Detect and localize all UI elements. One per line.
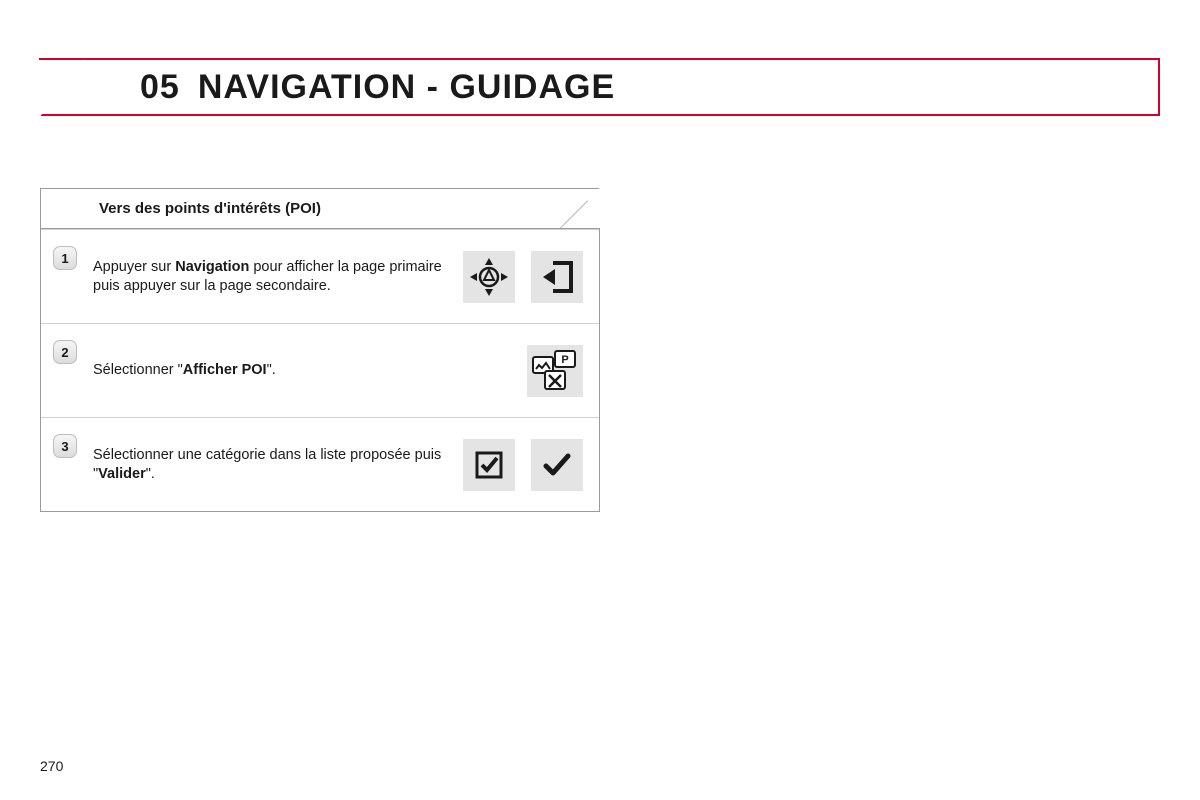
chapter-number: 05 [140, 68, 180, 107]
steps-panel: Vers des points d'intérêts (POI) 1 Appuy… [40, 188, 600, 512]
step-number-badge: 2 [53, 340, 77, 364]
svg-text:P: P [561, 354, 568, 366]
panel-header: Vers des points d'intérêts (POI) [41, 189, 599, 229]
step-text: Sélectionner "Afficher POI". [77, 361, 527, 379]
step-number-badge: 1 [53, 246, 77, 270]
step-icons [463, 251, 583, 303]
checkbox-icon [463, 439, 515, 491]
step-row: 1 Appuyer sur Navigation pour afficher l… [41, 229, 599, 323]
poi-categories-icon: P [527, 345, 583, 397]
page-number: 270 [40, 758, 63, 774]
step-icons: P [527, 345, 583, 397]
step-row: 3 Sélectionner une catégorie dans la lis… [41, 417, 599, 511]
chapter-title-banner: 05 NAVIGATION - GUIDAGE [40, 58, 1160, 116]
chapter-title: NAVIGATION - GUIDAGE [198, 68, 615, 107]
panel-title: Vers des points d'intérêts (POI) [99, 200, 321, 217]
step-icons [463, 439, 583, 491]
panel-header-notch [560, 188, 600, 228]
step-text: Appuyer sur Navigation pour afficher la … [77, 258, 463, 294]
enter-page-icon [531, 251, 583, 303]
checkmark-icon [531, 439, 583, 491]
step-text: Sélectionner une catégorie dans la liste… [77, 446, 463, 482]
step-number-badge: 3 [53, 434, 77, 458]
step-row: 2 Sélectionner "Afficher POI". P [41, 323, 599, 417]
compass-nav-icon [463, 251, 515, 303]
